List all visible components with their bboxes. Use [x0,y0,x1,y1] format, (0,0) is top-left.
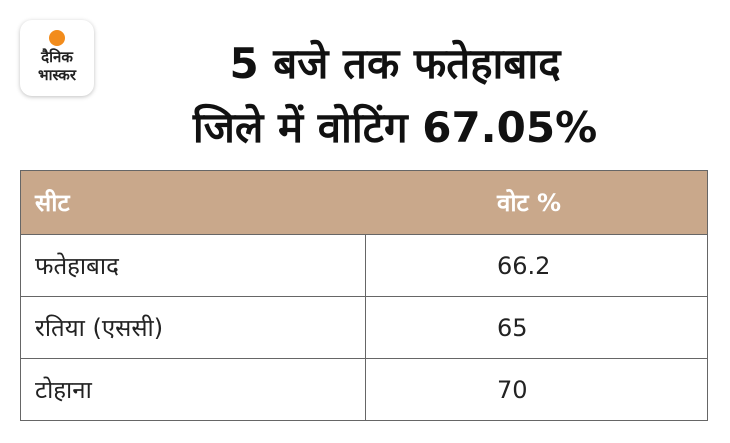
table-cell: 65 [497,313,528,342]
table-row: रतिया (एससी) 65 [21,296,707,358]
logo-text: भास्कर [38,66,76,84]
table: सीट वोट % फतेहाबाद 66.2 रतिया (एससी) 65 टोहा… [20,170,708,421]
table-row: टोहाना 70 [21,358,707,420]
table-cell: 66.2 [497,251,551,280]
header-cell: वोट % [497,189,562,217]
table-cell: फतेहाबाद [21,235,366,296]
logo-text: दैनिक [41,48,73,66]
title: जिले में वोटिंग 67.05% [192,103,598,152]
logo-sun [49,30,65,46]
table-row: फतेहाबाद 66.2 [21,234,707,296]
table-cell: टोहाना [21,359,366,420]
header-cell: सीट [35,189,70,217]
table-cell: 70 [497,375,528,404]
logo: दैनिक भास्कर [20,20,94,96]
table-header: सीट वोट % [21,171,707,234]
table-cell: रतिया (एससी) [21,297,366,358]
title: 5 बजे तक फतेहाबाद [229,39,561,88]
